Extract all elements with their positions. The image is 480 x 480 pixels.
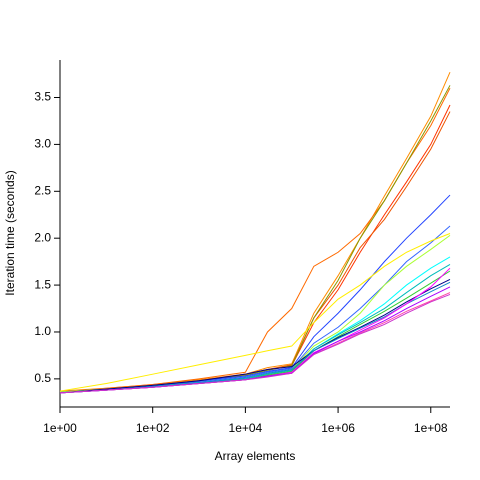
x-tick-label: 1e+00 — [43, 421, 77, 435]
series-line — [59, 87, 451, 393]
x-axis-label: Array elements — [215, 449, 296, 463]
series-line — [59, 225, 451, 393]
y-tick-label: 2.5 — [34, 183, 51, 197]
series-line — [59, 233, 451, 392]
y-tick-label: 0.5 — [34, 371, 51, 385]
y-tick-label: 3.0 — [34, 137, 51, 151]
y-tick-label: 3.5 — [34, 90, 51, 104]
series-line — [59, 194, 451, 393]
x-tick-label: 1e+08 — [414, 421, 448, 435]
series-line — [59, 111, 451, 393]
series-line — [59, 71, 451, 392]
series-line — [59, 85, 451, 393]
y-tick-label: 2.0 — [34, 230, 51, 244]
x-tick-label: 1e+02 — [136, 421, 170, 435]
y-tick-label: 1.0 — [34, 324, 51, 338]
series-line — [59, 293, 451, 394]
x-tick-label: 1e+06 — [321, 421, 355, 435]
series-line — [59, 104, 451, 393]
x-tick-label: 1e+04 — [229, 421, 263, 435]
y-tick-label: 1.5 — [34, 277, 51, 291]
series-line — [59, 279, 451, 394]
y-axis-label: Iteration time (seconds) — [3, 170, 17, 295]
series-line — [59, 281, 451, 394]
